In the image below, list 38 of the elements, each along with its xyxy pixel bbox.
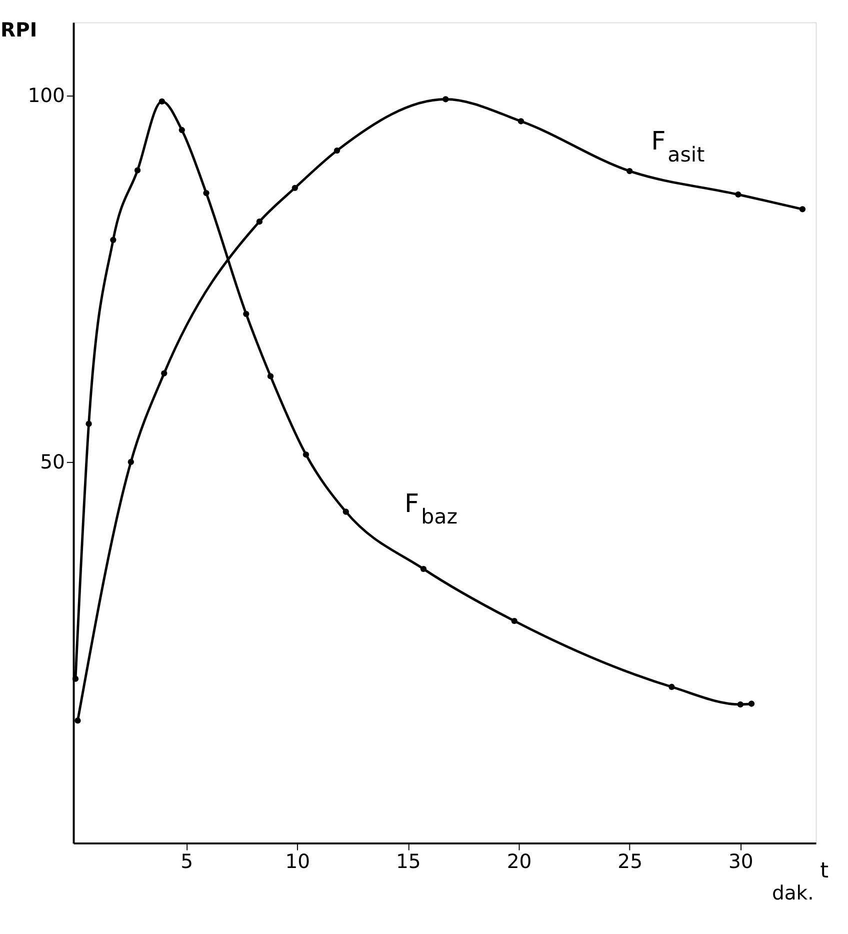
point: [748, 700, 755, 707]
x-tick-label: 30: [728, 850, 754, 873]
point: [134, 167, 141, 174]
point: [735, 191, 742, 198]
point: [86, 420, 92, 427]
point: [256, 218, 263, 225]
point: [74, 718, 81, 724]
point: [292, 184, 298, 191]
point: [668, 684, 675, 690]
x-tick-label: 25: [618, 850, 642, 873]
point: [511, 618, 518, 624]
point: [161, 370, 168, 376]
point: [128, 458, 134, 466]
text: dak.: [772, 882, 814, 905]
x-axis-title: t: [820, 858, 829, 884]
point: [342, 508, 349, 515]
x-tick-label: 5: [180, 850, 194, 873]
point: [420, 566, 427, 572]
y-tick-label: 50: [40, 450, 65, 474]
y-axis-title: RPI: [0, 18, 38, 42]
y-tick-label: 100: [28, 84, 65, 107]
point: [334, 147, 340, 154]
point: [72, 676, 79, 682]
point: [799, 206, 806, 212]
point: [243, 310, 250, 318]
point: [267, 373, 274, 380]
point: [518, 118, 524, 124]
point: [626, 168, 633, 174]
point: [302, 452, 310, 458]
x-tick-label: 15: [396, 850, 421, 873]
point: [203, 190, 210, 196]
x-tick-label: 20: [506, 850, 532, 873]
point: [737, 701, 744, 708]
point: [178, 126, 185, 134]
point: [110, 236, 116, 244]
point: [158, 98, 166, 105]
x-tick-label: 10: [285, 850, 310, 873]
point: [442, 96, 449, 102]
